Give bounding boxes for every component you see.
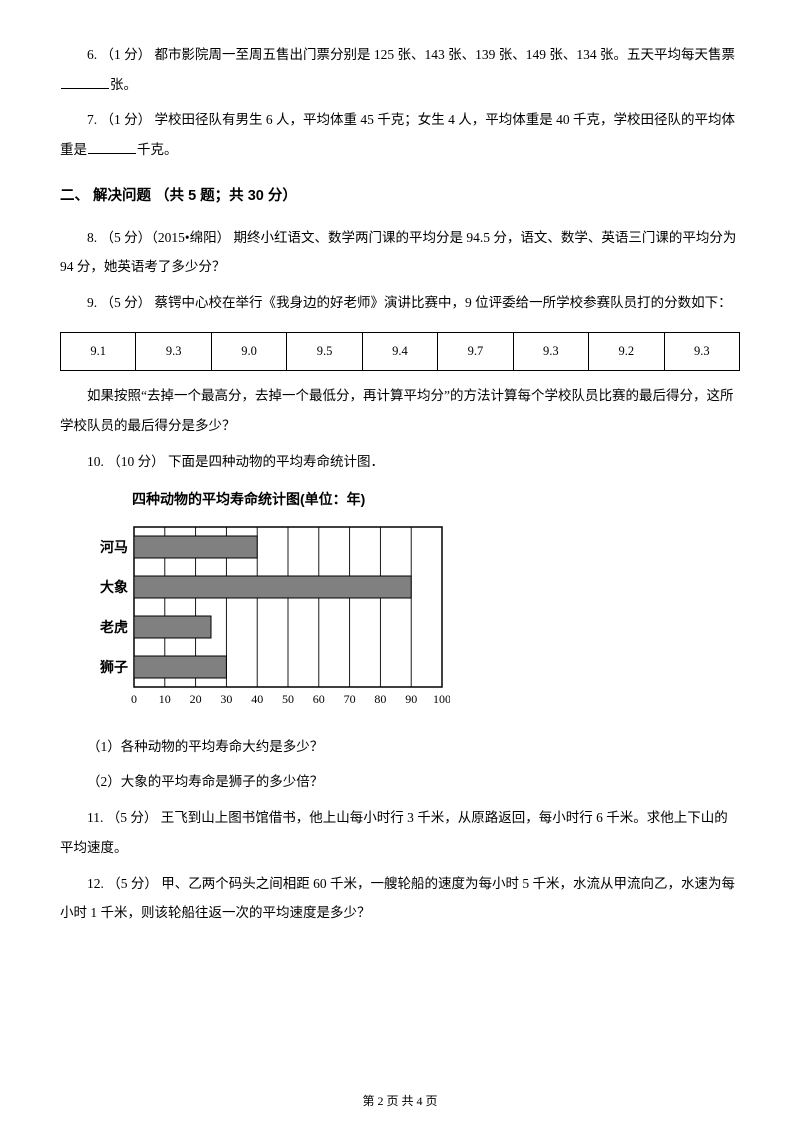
- q7-blank[interactable]: [88, 141, 136, 155]
- question-9-after: 如果按照“去掉一个最高分，去掉一个最低分，再计算平均分”的方法计算每个学校队员比…: [60, 381, 740, 440]
- svg-text:30: 30: [220, 692, 232, 706]
- q8-pts: （5 分）（2015•绵阳）: [101, 230, 231, 245]
- q7-b: 千克。: [137, 142, 178, 157]
- question-12: 12. （5 分） 甲、乙两个码头之间相距 60 千米，一艘轮船的速度为每小时 …: [60, 869, 740, 928]
- q9-cell: 9.5: [287, 332, 362, 371]
- section-2-title: 二、 解决问题 （共 5 题；共 30 分）: [60, 181, 740, 213]
- q6-a: 都市影院周一至周五售出门票分别是 125 张、143 张、139 张、149 张…: [155, 47, 736, 62]
- q9-pts: （5 分）: [101, 295, 152, 310]
- q12-num: 12.: [87, 876, 104, 891]
- question-6: 6. （1 分） 都市影院周一至周五售出门票分别是 125 张、143 张、13…: [60, 40, 740, 99]
- q9-cell: 9.3: [664, 332, 740, 371]
- question-7: 7. （1 分） 学校田径队有男生 6 人，平均体重 45 千克；女生 4 人，…: [60, 105, 740, 164]
- q10-intro-text: 下面是四种动物的平均寿命统计图．: [168, 454, 384, 469]
- q10-chart-title: 四种动物的平均寿命统计图(单位：年): [132, 484, 740, 515]
- q9-cell: 9.3: [513, 332, 588, 371]
- q9-table-row: 9.19.39.09.59.49.79.39.29.3: [61, 332, 740, 371]
- q9-intro-text: 蔡锷中心校在举行《我身边的好老师》演讲比赛中，9 位评委给一所学校参赛队员打的分…: [155, 295, 732, 310]
- q9-cell: 9.2: [589, 332, 664, 371]
- q6-b: 张。: [110, 77, 137, 92]
- q7-num: 7.: [87, 112, 97, 127]
- svg-text:20: 20: [190, 692, 202, 706]
- svg-text:10: 10: [159, 692, 171, 706]
- question-8: 8. （5 分）（2015•绵阳） 期终小红语文、数学两门课的平均分是 94.5…: [60, 223, 740, 282]
- svg-text:0: 0: [131, 692, 137, 706]
- question-11: 11. （5 分） 王飞到山上图书馆借书，他上山每小时行 3 千米，从原路返回，…: [60, 803, 740, 862]
- q9-cell: 9.4: [362, 332, 437, 371]
- q8-num: 8.: [87, 230, 97, 245]
- svg-text:40: 40: [251, 692, 263, 706]
- q12-text: 甲、乙两个码头之间相距 60 千米，一艘轮船的速度为每小时 5 千米，水流从甲流…: [60, 876, 735, 921]
- page-footer: 第 2 页 共 4 页: [0, 1088, 800, 1114]
- q9-cell: 9.7: [438, 332, 513, 371]
- q11-num: 11.: [87, 810, 103, 825]
- svg-text:70: 70: [344, 692, 356, 706]
- svg-text:80: 80: [374, 692, 386, 706]
- svg-text:50: 50: [282, 692, 294, 706]
- q9-cell: 9.1: [61, 332, 136, 371]
- q6-blank[interactable]: [61, 75, 109, 89]
- svg-text:100: 100: [433, 692, 450, 706]
- question-9-intro: 9. （5 分） 蔡锷中心校在举行《我身边的好老师》演讲比赛中，9 位评委给一所…: [60, 288, 740, 318]
- svg-text:老虎: 老虎: [100, 619, 128, 636]
- svg-text:河马: 河马: [100, 539, 128, 556]
- q11-pts: （5 分）: [107, 810, 158, 825]
- q9-cell: 9.3: [136, 332, 211, 371]
- q9-num: 9.: [87, 295, 97, 310]
- q7-pts: （1 分）: [101, 112, 152, 127]
- q6-num: 6.: [87, 47, 97, 62]
- question-10-intro: 10. （10 分） 下面是四种动物的平均寿命统计图．: [60, 447, 740, 477]
- q9-cell: 9.0: [211, 332, 286, 371]
- q6-pts: （1 分）: [101, 47, 152, 62]
- svg-text:大象: 大象: [100, 579, 128, 596]
- q10-sub2: （2）大象的平均寿命是狮子的多少倍？: [60, 767, 740, 797]
- q12-pts: （5 分）: [107, 876, 158, 891]
- q10-sub1: （1）各种动物的平均寿命大约是多少？: [60, 732, 740, 762]
- svg-text:60: 60: [313, 692, 325, 706]
- svg-text:狮子: 狮子: [99, 659, 128, 676]
- q10-num: 10.: [87, 454, 104, 469]
- q10-pts: （10 分）: [107, 454, 164, 469]
- q9-table: 9.19.39.09.59.49.79.39.29.3: [60, 332, 740, 372]
- q10-chart: 0 10 20 30 40 50 60 70 80 90 100 河马大象老虎狮子: [90, 521, 450, 711]
- q10-chart-block: 四种动物的平均寿命统计图(单位：年) 0 10 20 30 40 50 60 70 80 90 10…: [90, 484, 740, 721]
- q11-text: 王飞到山上图书馆借书，他上山每小时行 3 千米，从原路返回，每小时行 6 千米。…: [60, 810, 728, 855]
- svg-text:90: 90: [405, 692, 417, 706]
